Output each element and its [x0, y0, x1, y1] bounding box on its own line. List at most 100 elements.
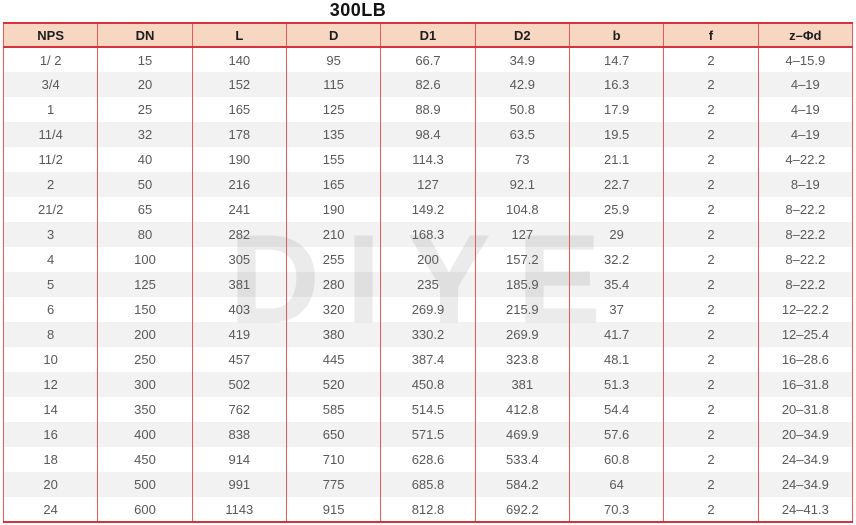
table-cell: 381 — [474, 372, 570, 397]
table-cell: 60.8 — [568, 447, 664, 472]
table-cell: 17.9 — [568, 97, 664, 122]
table-cell: 178 — [191, 122, 287, 147]
table-cell: 8–22.2 — [757, 247, 854, 272]
table-row: 21/2 65 241 190 149.2 104.8 25.9 2 8–22.2 — [2, 197, 854, 222]
table-cell: 300 — [97, 372, 193, 397]
table-cell: 155 — [285, 147, 381, 172]
dimension-table-wrap: DIYE NPS DN L D D1 D2 b f z–Φd 1/ 2 15 140 95 66.7 34… — [2, 22, 854, 525]
table-cell: 12–22.2 — [757, 297, 854, 322]
table-cell: 82.6 — [380, 72, 476, 97]
table-cell: 200 — [97, 322, 193, 347]
table-cell: 8–22.2 — [757, 222, 854, 247]
table-cell: 6 — [2, 297, 98, 322]
table-header: NPS DN L D D1 D2 b f z–Φd — [2, 22, 854, 48]
table-cell: 11/4 — [2, 122, 98, 147]
table-cell: 3/4 — [2, 72, 98, 97]
table-cell: 838 — [191, 422, 287, 447]
table-cell: 2 — [663, 97, 759, 122]
table-cell: 10 — [2, 347, 98, 372]
table-cell: 24–34.9 — [757, 472, 854, 497]
table-cell: 2 — [663, 422, 759, 447]
table-cell: 2 — [663, 272, 759, 297]
table-cell: 2 — [663, 397, 759, 422]
table-cell: 104.8 — [474, 197, 570, 222]
table-cell: 12–25.4 — [757, 322, 854, 347]
table-cell: 14 — [2, 397, 98, 422]
table-cell: 92.1 — [474, 172, 570, 197]
table-cell: 14.7 — [568, 47, 664, 72]
table-cell: 915 — [285, 497, 381, 523]
table-cell: 70.3 — [568, 497, 664, 523]
table-cell: 40 — [97, 147, 193, 172]
table-row: 6 150 403 320 269.9 215.9 37 2 12–22.2 — [2, 297, 854, 322]
table-cell: 16.3 — [568, 72, 664, 97]
table-cell: 73 — [474, 147, 570, 172]
table-cell: 2 — [663, 472, 759, 497]
table-cell: 22.7 — [568, 172, 664, 197]
column-header: D1 — [380, 22, 476, 48]
table-cell: 8–19 — [757, 172, 854, 197]
table-cell: 692.2 — [474, 497, 570, 523]
table-cell: 20 — [97, 72, 193, 97]
table-cell: 305 — [191, 247, 287, 272]
table-cell: 3 — [2, 222, 98, 247]
table-row: 18 450 914 710 628.6 533.4 60.8 2 24–34.9 — [2, 447, 854, 472]
table-cell: 98.4 — [380, 122, 476, 147]
table-cell: 51.3 — [568, 372, 664, 397]
table-body: 1/ 2 15 140 95 66.7 34.9 14.7 2 4–15.9 3/4 20 152 11… — [2, 47, 854, 523]
table-cell: 135 — [285, 122, 381, 147]
table-cell: 190 — [285, 197, 381, 222]
table-cell: 241 — [191, 197, 287, 222]
table-cell: 19.5 — [568, 122, 664, 147]
table-cell: 450 — [97, 447, 193, 472]
table-cell: 190 — [191, 147, 287, 172]
table-cell: 280 — [285, 272, 381, 297]
table-row: 11/2 40 190 155 114.3 73 21.1 2 4–22.2 — [2, 147, 854, 172]
table-cell: 235 — [380, 272, 476, 297]
table-cell: 34.9 — [474, 47, 570, 72]
column-header: DN — [97, 22, 193, 48]
table-cell: 255 — [285, 247, 381, 272]
table-cell: 21/2 — [2, 197, 98, 222]
table-cell: 403 — [191, 297, 287, 322]
table-cell: 2 — [663, 247, 759, 272]
table-cell: 320 — [285, 297, 381, 322]
table-cell: 20–31.8 — [757, 397, 854, 422]
table-cell: 380 — [285, 322, 381, 347]
table-cell: 381 — [191, 272, 287, 297]
table-cell: 2 — [663, 447, 759, 472]
table-cell: 650 — [285, 422, 381, 447]
table-cell: 32.2 — [568, 247, 664, 272]
table-cell: 37 — [568, 297, 664, 322]
table-row: 1 25 165 125 88.9 50.8 17.9 2 4–19 — [2, 97, 854, 122]
table-cell: 127 — [380, 172, 476, 197]
table-cell: 710 — [285, 447, 381, 472]
table-cell: 185.9 — [474, 272, 570, 297]
table-cell: 2 — [2, 172, 98, 197]
table-cell: 168.3 — [380, 222, 476, 247]
table-cell: 282 — [191, 222, 287, 247]
table-cell: 8 — [2, 322, 98, 347]
table-cell: 16–31.8 — [757, 372, 854, 397]
header-row: NPS DN L D D1 D2 b f z–Φd — [2, 22, 854, 48]
table-cell: 2 — [663, 497, 759, 523]
table-cell: 250 — [97, 347, 193, 372]
table-cell: 323.8 — [474, 347, 570, 372]
table-cell: 269.9 — [380, 297, 476, 322]
table-cell: 1143 — [191, 497, 287, 523]
table-cell: 2 — [663, 322, 759, 347]
table-cell: 600 — [97, 497, 193, 523]
table-cell: 15 — [97, 47, 193, 72]
table-cell: 2 — [663, 297, 759, 322]
table-cell: 2 — [663, 347, 759, 372]
table-row: 8 200 419 380 330.2 269.9 41.7 2 12–25.4 — [2, 322, 854, 347]
table-cell: 387.4 — [380, 347, 476, 372]
table-cell: 4–15.9 — [757, 47, 854, 72]
table-cell: 95 — [285, 47, 381, 72]
table-cell: 127 — [474, 222, 570, 247]
table-cell: 685.8 — [380, 472, 476, 497]
table-row: 1/ 2 15 140 95 66.7 34.9 14.7 2 4–15.9 — [2, 47, 854, 72]
column-header: D2 — [474, 22, 570, 48]
table-cell: 8–22.2 — [757, 272, 854, 297]
